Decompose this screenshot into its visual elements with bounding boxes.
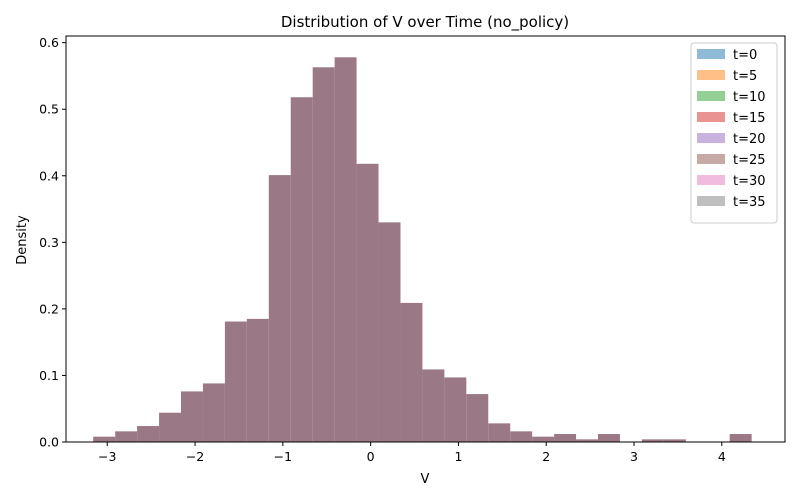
legend-swatch <box>697 154 725 164</box>
legend-label: t=35 <box>733 195 766 210</box>
legend: t=0 t=5 t=10 t=15 t=20 t=25 t=30 t=35 <box>690 42 778 224</box>
legend-swatch <box>697 196 725 206</box>
histogram-bar <box>598 434 620 442</box>
x-tick-label: 4 <box>718 449 726 464</box>
histogram-bar <box>641 439 664 442</box>
histogram-bar <box>246 318 269 442</box>
legend-swatch <box>697 49 725 59</box>
histogram-bar <box>532 436 555 442</box>
chart-title: Distribution of V over Time (no_policy) <box>281 13 569 32</box>
x-tick-label: −1 <box>274 449 292 464</box>
histogram-bar <box>224 321 247 442</box>
histogram-bar <box>554 434 577 442</box>
legend-swatch <box>697 175 725 185</box>
histogram-bar <box>510 431 533 442</box>
legend-swatch <box>697 133 725 143</box>
legend-swatch <box>697 70 725 80</box>
x-tick-label: 2 <box>542 449 550 464</box>
x-axis-label: V <box>421 472 430 487</box>
legend-swatch <box>697 91 725 101</box>
histogram-bar <box>115 431 138 442</box>
histogram-bar <box>268 175 291 442</box>
y-tick-label: 0.1 <box>39 368 59 383</box>
histogram-bar <box>181 391 203 442</box>
histogram-bar <box>576 439 599 442</box>
histogram-bar <box>159 412 182 442</box>
y-axis-ticks: 0.0 0.1 0.2 0.3 0.4 0.5 0.6 <box>39 35 66 450</box>
histogram-bar <box>137 426 160 442</box>
legend-label: t=0 <box>733 48 757 63</box>
x-tick-label: −2 <box>186 449 204 464</box>
y-tick-label: 0.6 <box>39 35 59 50</box>
y-tick-label: 0.2 <box>39 301 59 316</box>
histogram-bar <box>202 383 225 442</box>
histogram-bar <box>444 377 467 442</box>
x-tick-label: 3 <box>630 449 638 464</box>
histogram-bar <box>356 163 379 443</box>
histogram-bar <box>488 423 511 442</box>
histogram-bar <box>400 302 423 442</box>
y-tick-label: 0.3 <box>39 235 59 250</box>
plot-frame <box>65 35 786 443</box>
histogram-bar <box>290 97 313 442</box>
histogram-bar <box>312 67 335 442</box>
legend-label: t=20 <box>733 132 766 147</box>
x-tick-label: 0 <box>367 449 375 464</box>
histogram-bar <box>422 369 445 442</box>
histogram-bar <box>334 57 357 443</box>
legend-label: t=10 <box>733 90 766 105</box>
legend-label: t=25 <box>733 153 766 168</box>
legend-label: t=15 <box>733 111 766 126</box>
histogram-bar <box>93 436 116 442</box>
legend-label: t=30 <box>733 174 766 189</box>
y-axis-label: Density <box>15 215 30 265</box>
legend-label: t=5 <box>733 69 757 84</box>
histogram-bars <box>93 57 752 443</box>
histogram-bar <box>729 434 752 442</box>
histogram-bar <box>466 394 489 442</box>
x-tick-label: 1 <box>454 449 462 464</box>
y-tick-label: 0.4 <box>39 168 59 183</box>
y-tick-label: 0.0 <box>39 435 59 450</box>
x-tick-label: −3 <box>98 449 116 464</box>
histogram-bar <box>378 222 401 442</box>
x-axis-ticks: −3 −2 −1 0 1 2 3 4 <box>98 442 726 464</box>
y-tick-label: 0.5 <box>39 102 59 117</box>
histogram-bar <box>663 439 686 442</box>
legend-swatch <box>697 112 725 122</box>
